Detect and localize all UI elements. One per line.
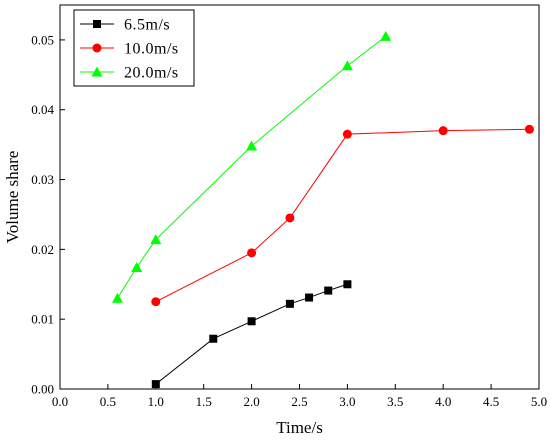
data-point	[151, 380, 160, 389]
data-point	[247, 248, 257, 258]
data-point	[131, 262, 143, 273]
legend-marker	[93, 20, 101, 28]
y-tick-label: 0.02	[31, 242, 54, 257]
series-line	[155, 128, 530, 303]
data-point	[342, 129, 352, 139]
series-line	[117, 36, 387, 299]
x-tick-label: 4.0	[435, 394, 451, 409]
data-point	[438, 126, 448, 136]
legend-label: 6.5m/s	[124, 17, 170, 34]
data-point	[305, 293, 314, 302]
y-axis-label: Volume share	[3, 151, 22, 244]
series-10.0m/s	[151, 124, 534, 307]
data-point	[524, 124, 534, 134]
x-tick-label: 0.5	[100, 394, 116, 409]
data-point	[324, 286, 333, 295]
data-point	[343, 280, 352, 289]
series-20.0m/s	[111, 30, 392, 303]
y-tick-label: 0.04	[31, 102, 54, 117]
series-line	[155, 283, 348, 385]
x-tick-label: 2.0	[243, 394, 259, 409]
data-point	[246, 140, 258, 151]
y-tick-label: 0.03	[31, 172, 54, 187]
data-point	[209, 334, 218, 343]
y-tick-label: 0.05	[31, 32, 54, 47]
data-point	[380, 30, 392, 41]
legend-label: 20.0m/s	[124, 65, 179, 82]
x-tick-label: 1.5	[196, 394, 212, 409]
data-point	[247, 317, 256, 326]
legend: 6.5m/s 10.0m/s 20.0m/s	[73, 9, 195, 87]
data-point	[285, 213, 295, 223]
data-point	[150, 234, 162, 245]
legend-marker	[92, 43, 102, 53]
y-tick-label: 0.00	[31, 382, 54, 397]
x-tick-label: 3.5	[387, 394, 403, 409]
legend-marker	[91, 66, 103, 77]
y-tick-label: 0.01	[31, 312, 54, 327]
x-tick-label: 2.5	[291, 394, 307, 409]
data-point	[341, 60, 353, 71]
series-6.5m/s	[151, 280, 352, 389]
x-tick-label: 1.0	[148, 394, 164, 409]
x-tick-label: 3.0	[339, 394, 355, 409]
x-tick-label: 0.0	[52, 394, 68, 409]
data-point	[151, 297, 161, 307]
x-tick-label: 4.5	[483, 394, 499, 409]
x-tick-label: 5.0	[531, 394, 547, 409]
legend-label: 10.0m/s	[124, 41, 179, 58]
data-point	[111, 292, 123, 303]
x-axis-label: Time/s	[276, 418, 323, 437]
data-point	[285, 299, 294, 308]
